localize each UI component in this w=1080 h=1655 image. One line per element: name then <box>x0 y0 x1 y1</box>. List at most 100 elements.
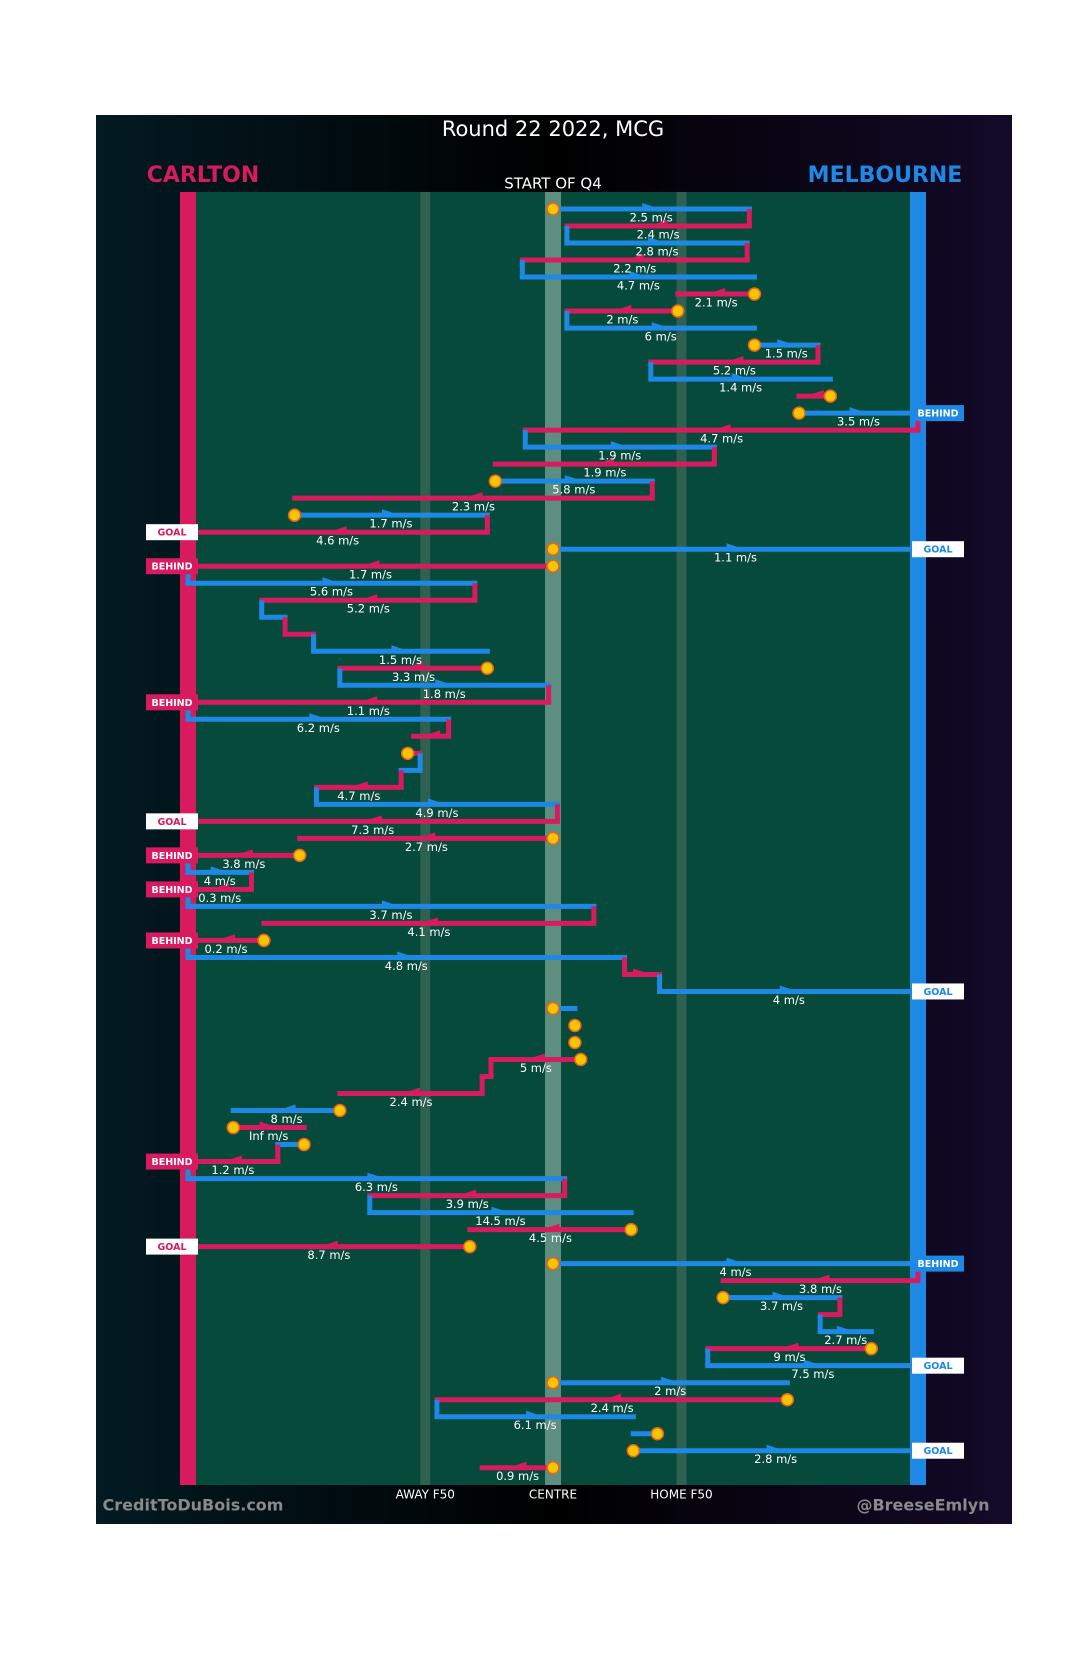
speed-label: 6.3 m/s <box>355 1180 398 1194</box>
stoppage <box>546 1375 560 1390</box>
stoppage <box>747 338 762 352</box>
stoppage <box>626 1443 641 1458</box>
stoppage <box>546 202 560 216</box>
arrow <box>649 220 668 228</box>
marks <box>226 202 879 1475</box>
speed-label: 0.2 m/s <box>204 942 247 956</box>
outcome-label: GOAL <box>923 1446 952 1457</box>
arrow <box>359 594 378 602</box>
stoppage <box>624 1222 638 1237</box>
outcome-tag <box>146 694 198 711</box>
field-label: AWAY F50 <box>396 1488 455 1502</box>
stoppage <box>257 933 271 948</box>
arrow <box>712 424 731 432</box>
arrow <box>803 1359 822 1367</box>
field-label: CENTRE <box>529 1488 577 1502</box>
speed-label: 3.9 m/s <box>446 1197 489 1211</box>
outcome-label: BEHIND <box>917 409 958 420</box>
speed-label: 6 m/s <box>645 330 677 344</box>
team-left: CARLTON <box>147 163 260 188</box>
arrow <box>417 832 436 840</box>
stoppage <box>546 1460 560 1475</box>
arrow <box>259 1121 278 1129</box>
arrow <box>651 322 670 330</box>
arrow <box>642 203 661 210</box>
arrow <box>402 1087 421 1095</box>
speed-label: 5.6 m/s <box>310 585 353 599</box>
outcome-tag <box>912 405 964 422</box>
right-post <box>910 192 926 1485</box>
speed-label: 4.6 m/s <box>316 534 359 548</box>
speed-label: 4.9 m/s <box>415 806 458 820</box>
outcome-tag <box>912 1357 964 1374</box>
stoppage <box>780 1392 795 1407</box>
outcome-label: GOAL <box>157 817 186 828</box>
field-label: HOME F50 <box>650 1488 712 1502</box>
speed-label: 3.5 m/s <box>837 415 880 429</box>
speed-label: 4 m/s <box>773 993 805 1007</box>
arrow <box>595 458 614 466</box>
speed-label: 0.9 m/s <box>496 1469 539 1483</box>
stoppage <box>671 304 685 318</box>
arrow <box>625 254 644 262</box>
speed-label: 2 m/s <box>606 313 638 327</box>
speed-label: 8.7 m/s <box>307 1248 350 1262</box>
speed-label: 3.8 m/s <box>222 857 265 871</box>
speed-label: 2.4 m/s <box>591 1401 634 1415</box>
speed-label: 3.3 m/s <box>392 670 435 684</box>
outcome-tag <box>912 1442 964 1459</box>
outcome-tag <box>146 881 198 898</box>
outcome-tag <box>146 847 198 864</box>
speed-label: 2.4 m/s <box>637 228 680 242</box>
speed-label: 1.7 m/s <box>349 568 392 582</box>
speed-label: 4.7 m/s <box>700 432 743 446</box>
stoppage <box>546 542 560 556</box>
arrow <box>731 373 750 381</box>
stoppage <box>568 1035 582 1050</box>
outcome-tag <box>912 1255 964 1272</box>
title: Round 22 2022, MCG <box>442 117 664 141</box>
speed-label: 1.7 m/s <box>369 517 412 531</box>
speed-label: 2.2 m/s <box>613 262 656 276</box>
arrow <box>777 339 796 347</box>
outcome-tag <box>146 524 198 541</box>
stoppage <box>716 1290 730 1305</box>
team-right: MELBOURNE <box>808 163 963 188</box>
stoppage <box>297 1137 311 1152</box>
outcome-label: BEHIND <box>151 1157 192 1168</box>
arrow <box>234 849 253 857</box>
speed-label: 1.1 m/s <box>347 704 390 718</box>
outcome-label: BEHIND <box>151 885 192 896</box>
stoppage <box>333 1103 347 1118</box>
arrow <box>779 985 798 993</box>
stoppage <box>546 559 560 573</box>
stoppage <box>488 474 503 488</box>
stoppage <box>400 746 415 761</box>
speed-label: 2.8 m/s <box>636 245 679 259</box>
arrow <box>210 866 229 874</box>
speed-label: 8 m/s <box>271 1112 303 1126</box>
speed-label: 5.2 m/s <box>713 364 756 378</box>
arrow <box>210 883 229 891</box>
speed-label: 7.3 m/s <box>351 823 394 837</box>
speed-label: 4.8 m/s <box>385 959 428 973</box>
arrow <box>648 237 667 245</box>
arrow <box>349 781 368 789</box>
arrow <box>849 407 868 415</box>
speed-label: 2.3 m/s <box>452 500 495 514</box>
credit: CreditToDuBois.com <box>103 1496 284 1515</box>
speed-label: 2.5 m/s <box>630 211 673 225</box>
speed-label: 3.7 m/s <box>369 908 412 922</box>
stoppage <box>823 389 838 403</box>
outcome-tag <box>146 1153 198 1170</box>
speed-label: 5.2 m/s <box>347 602 390 616</box>
speed-label: 3.7 m/s <box>760 1299 803 1313</box>
speed-label: 4.5 m/s <box>529 1231 572 1245</box>
arrow <box>508 1461 527 1469</box>
outcome-label: BEHIND <box>151 698 192 709</box>
outcome-label: GOAL <box>157 528 186 539</box>
arrow <box>564 475 583 483</box>
arrow <box>805 390 824 398</box>
outcome-tag <box>912 541 964 558</box>
arrow <box>319 1240 338 1248</box>
